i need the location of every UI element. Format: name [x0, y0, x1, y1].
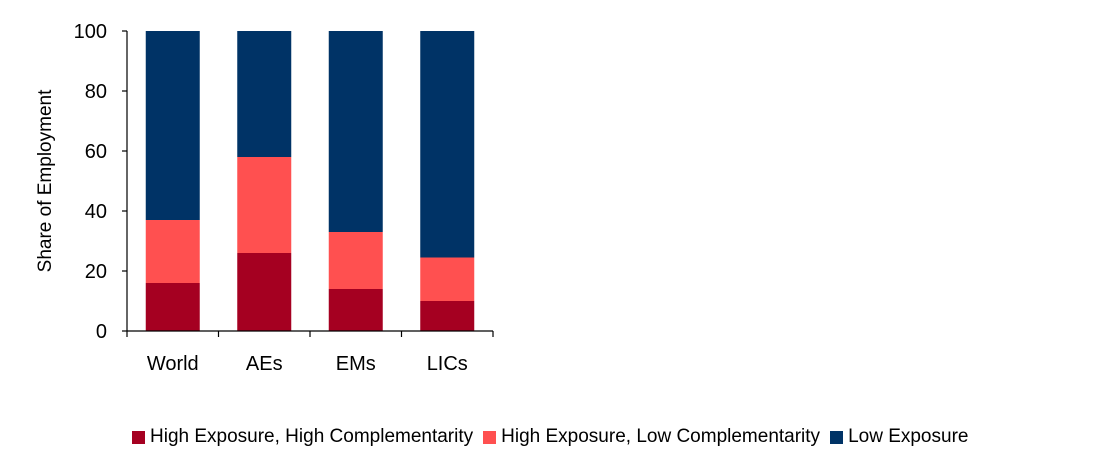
- legend: High Exposure, High Complementarity High …: [132, 426, 968, 448]
- legend-swatch: [483, 430, 497, 444]
- legend-label: High Exposure, High Complementarity: [150, 426, 474, 447]
- bar-segment: [420, 31, 475, 258]
- x-tick-label: AEs: [246, 353, 283, 375]
- bar-segment: [145, 31, 200, 220]
- legend-item: High Exposure, High Complementarity: [132, 426, 473, 448]
- legend-swatch: [830, 430, 844, 444]
- bar-segment: [420, 257, 475, 301]
- bar-segment: [237, 157, 292, 253]
- y-tick-label: 0: [96, 321, 107, 343]
- legend-item: Low Exposure: [830, 426, 968, 448]
- legend-label: Low Exposure: [848, 426, 969, 447]
- legend-swatch: [132, 430, 145, 444]
- bar-segment: [328, 289, 383, 331]
- y-tick-label: 20: [85, 261, 107, 283]
- y-tick-label: 60: [85, 141, 107, 163]
- bar-segment: [328, 31, 383, 232]
- bar-segment: [237, 31, 292, 157]
- bar-segment: [328, 232, 383, 289]
- legend-item: High Exposure, Low Complementarity: [483, 426, 820, 448]
- x-ticks: World AEs EMs LICs: [126, 331, 494, 375]
- y-axis-title: Share of Employment: [35, 89, 56, 272]
- y-tick-label: 100: [74, 21, 107, 43]
- bar-segment: [237, 253, 292, 331]
- bar-segment: [145, 220, 200, 283]
- bars-layer: [145, 31, 475, 331]
- y-tick-label: 40: [85, 201, 107, 223]
- legend-label: High Exposure, Low Complementarity: [501, 426, 821, 447]
- bar-segment: [420, 301, 475, 331]
- x-tick-label: EMs: [336, 353, 376, 375]
- x-tick-label: World: [147, 353, 199, 375]
- y-ticks: 0 20 40 60 80 100: [74, 21, 127, 343]
- y-tick-label: 80: [85, 81, 107, 103]
- x-tick-label: LICs: [427, 353, 468, 375]
- bar-segment: [145, 283, 200, 331]
